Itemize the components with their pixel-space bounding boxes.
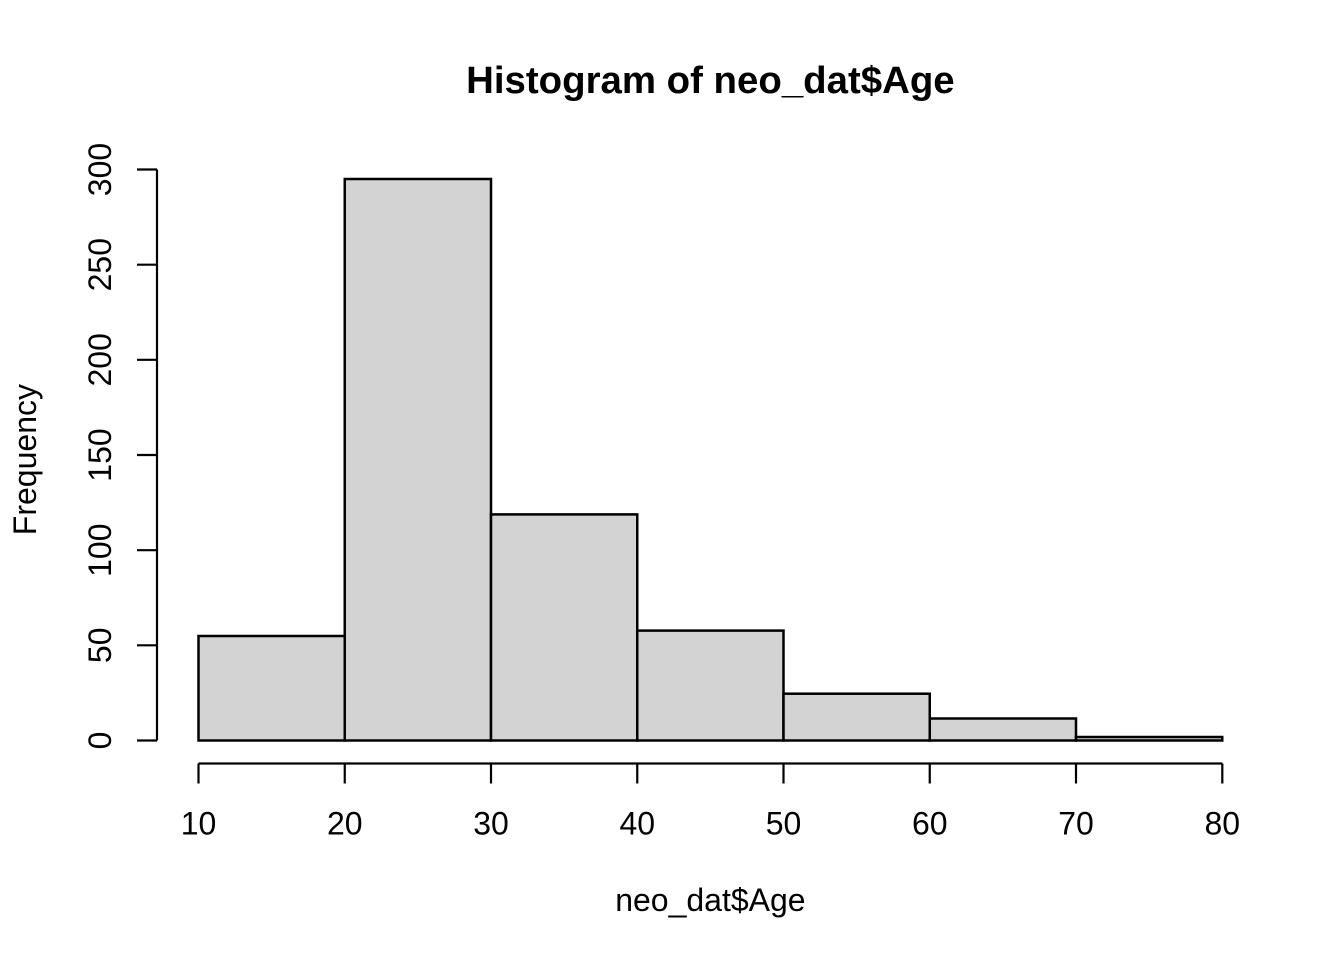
- svg-text:100: 100: [82, 524, 118, 577]
- svg-text:50: 50: [82, 628, 118, 664]
- svg-text:0: 0: [82, 732, 118, 750]
- svg-text:neo_dat$Age: neo_dat$Age: [615, 882, 805, 918]
- svg-text:20: 20: [327, 806, 363, 842]
- svg-text:70: 70: [1058, 806, 1094, 842]
- svg-text:80: 80: [1205, 806, 1241, 842]
- svg-text:60: 60: [912, 806, 948, 842]
- svg-text:Frequency: Frequency: [7, 384, 43, 535]
- svg-text:10: 10: [181, 806, 217, 842]
- svg-text:Histogram of neo_dat$Age: Histogram of neo_dat$Age: [466, 59, 955, 102]
- svg-text:200: 200: [82, 333, 118, 386]
- svg-text:250: 250: [82, 238, 118, 291]
- svg-text:30: 30: [473, 806, 509, 842]
- svg-text:50: 50: [766, 806, 802, 842]
- svg-text:150: 150: [82, 428, 118, 481]
- svg-text:40: 40: [619, 806, 655, 842]
- svg-text:300: 300: [82, 143, 118, 196]
